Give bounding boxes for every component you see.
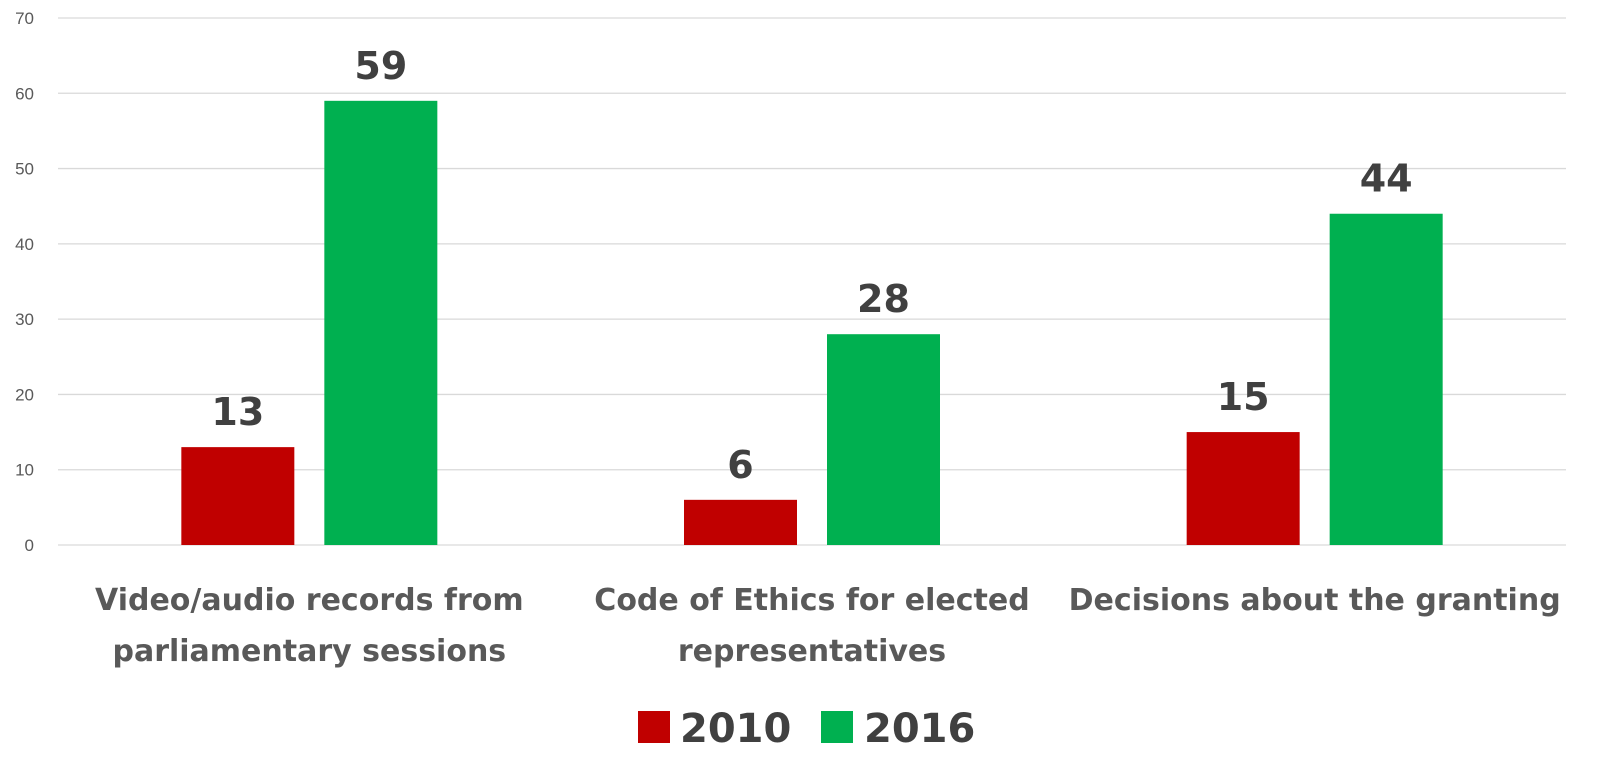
category-label: Code of Ethics for elected [594, 583, 1029, 618]
bar-2016-0 [324, 100, 438, 546]
bars [181, 100, 1443, 546]
bar-2010-1 [684, 499, 797, 545]
category-label: Decisions about the granting [1069, 583, 1561, 618]
y-tick-label: 20 [15, 385, 34, 404]
legend-swatch-2010 [638, 711, 670, 743]
gridlines [58, 17, 1566, 546]
category-label: Video/audio records from [95, 583, 524, 618]
category-labels: Video/audio records from parliamentary se… [95, 583, 1561, 669]
y-tick-label: 40 [15, 235, 34, 254]
y-tick-label: 10 [15, 461, 34, 480]
bar-2010-0 [181, 447, 295, 545]
data-label: 44 [1360, 157, 1413, 201]
y-tick-label: 70 [15, 9, 34, 28]
y-tick-label: 50 [15, 160, 34, 179]
data-label: 13 [211, 390, 264, 434]
legend: 2010 2016 [638, 706, 975, 752]
legend-label-2010: 2010 [680, 706, 791, 752]
bar-2010-2 [1186, 432, 1300, 545]
y-tick-label: 30 [15, 310, 34, 329]
legend-swatch-2016 [821, 711, 853, 743]
y-tick-label: 0 [25, 536, 34, 555]
bar-2016-2 [1329, 213, 1443, 545]
y-tick-label: 60 [15, 84, 34, 103]
data-label: 28 [857, 277, 910, 321]
legend-label-2016: 2016 [864, 706, 975, 752]
data-label: 15 [1217, 375, 1270, 419]
y-axis-tick-labels: 0 10 20 30 40 50 60 70 [15, 9, 34, 555]
data-label: 6 [727, 443, 753, 487]
category-label: representatives [678, 634, 946, 669]
category-label: parliamentary sessions [112, 634, 506, 669]
data-label: 59 [354, 44, 407, 88]
data-labels: 13 59 6 28 15 44 [211, 44, 1412, 487]
bar-2016-1 [827, 334, 940, 545]
